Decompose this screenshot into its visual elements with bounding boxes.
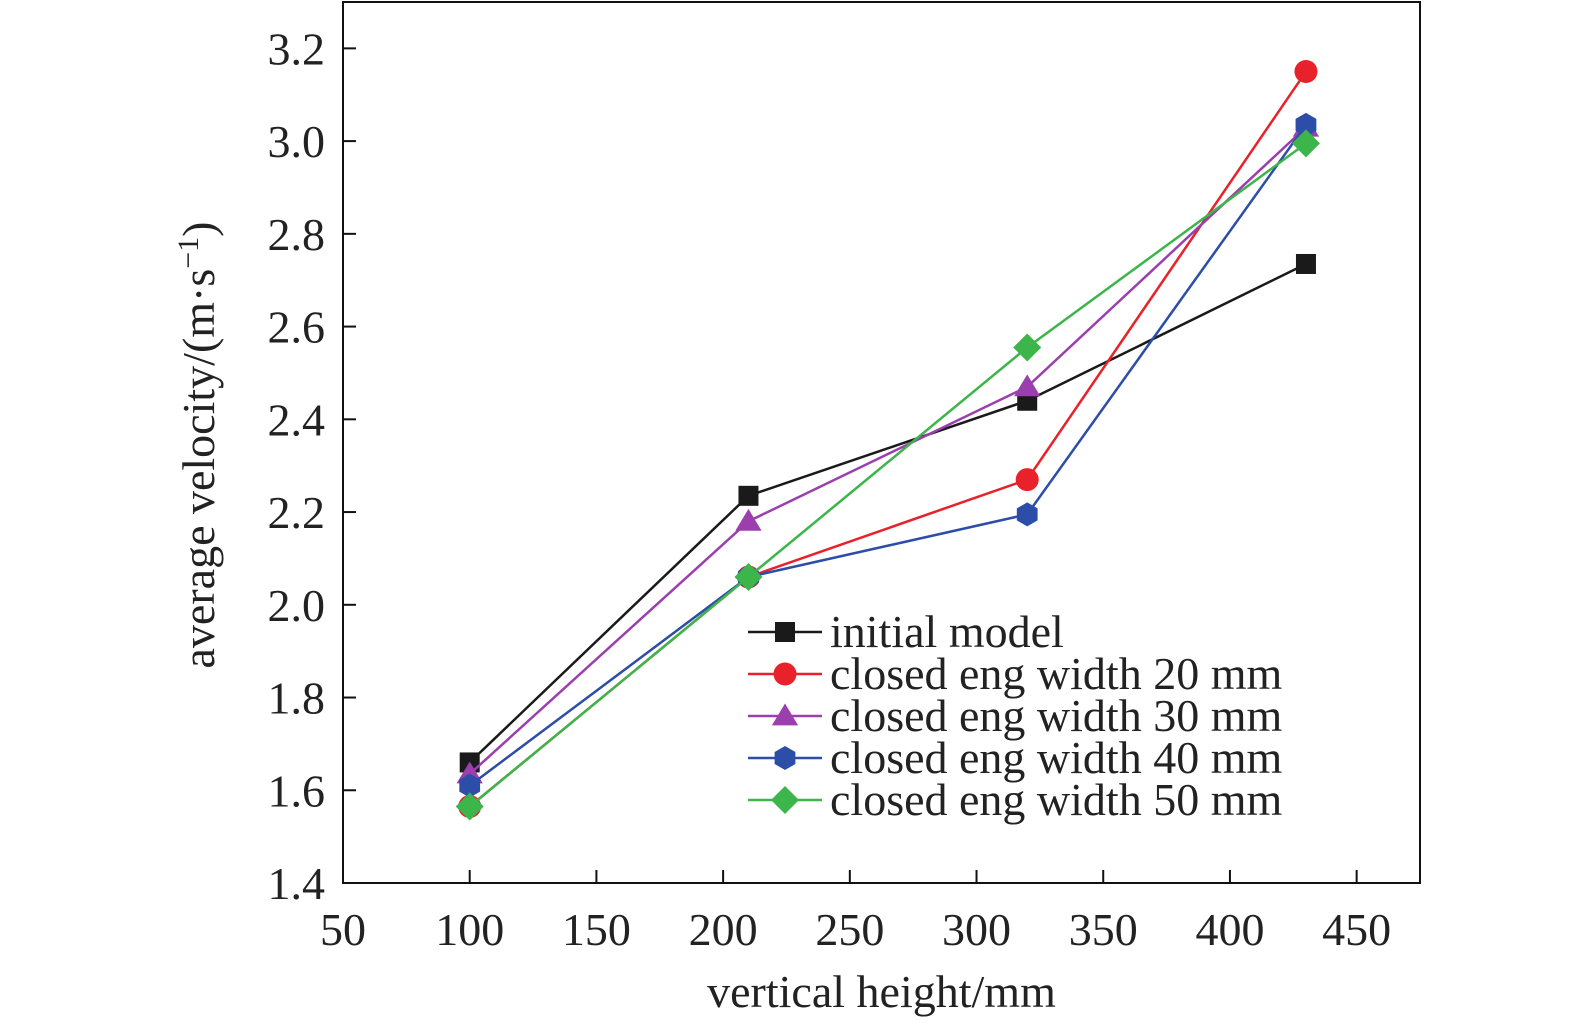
x-axis-title: vertical height/mm (707, 966, 1056, 1017)
legend-item: closed eng width 40 mm (748, 732, 1282, 783)
plot-area (342, 1, 1421, 884)
marker-diamond (734, 562, 763, 591)
x-tick-label: 200 (689, 904, 758, 955)
series-line (468, 126, 1307, 775)
x-tick-label: 400 (1195, 904, 1264, 955)
legend-label: closed eng width 40 mm (830, 732, 1282, 783)
marker-diamond (455, 792, 484, 821)
marker-hexagon (1295, 112, 1317, 137)
marker-diamond (1291, 129, 1320, 158)
series-line (468, 262, 1307, 764)
marker-hexagon (774, 746, 796, 770)
marker-square (1295, 253, 1316, 274)
legend-item: closed eng width 30 mm (748, 690, 1282, 741)
legend-item: initial model (748, 606, 1064, 657)
marker-triangle (771, 703, 799, 726)
x-tick-label: 300 (942, 904, 1011, 955)
x-tick-label: 150 (562, 904, 631, 955)
y-axis-title: average velocity/(m·s−1) (172, 221, 224, 668)
marker-triangle (1014, 374, 1041, 397)
y-tick-label: 1.4 (268, 858, 326, 909)
y-tick-label: 3.0 (268, 116, 326, 167)
x-tick-label: 100 (435, 904, 504, 955)
legend-label: initial model (830, 606, 1064, 657)
legend-label: closed eng width 20 mm (830, 648, 1282, 699)
y-axis: 1.4 1.6 1.8 2.0 2.2 2.4 2.6 2.8 3.0 3.2 (268, 23, 356, 909)
y-tick-label: 2.6 (268, 302, 326, 353)
marker-circle (1015, 468, 1039, 492)
y-axis-title-superscript: −1 (172, 237, 205, 269)
legend-label: closed eng width 30 mm (830, 690, 1282, 741)
y-axis-title-close: ) (173, 221, 224, 236)
marker-circle (1294, 60, 1318, 84)
plot-frame (342, 1, 1421, 884)
series-initial-model (459, 253, 1316, 773)
marker-square (775, 622, 795, 642)
y-tick-label: 1.8 (268, 673, 326, 724)
y-tick-label: 3.2 (268, 23, 326, 74)
legend-item: closed eng width 50 mm (748, 774, 1282, 825)
legend-label: closed eng width 50 mm (830, 774, 1282, 825)
y-tick-label: 1.6 (268, 765, 326, 816)
marker-hexagon (1016, 502, 1038, 527)
x-tick-label: 50 (320, 904, 366, 955)
y-tick-label: 2.8 (268, 209, 326, 260)
marker-diamond (771, 786, 799, 814)
marker-circle (773, 662, 797, 686)
series-closed-eng-width-50-mm (455, 129, 1320, 821)
x-tick-label: 250 (815, 904, 884, 955)
marker-square (738, 485, 759, 506)
series-line (468, 142, 1307, 808)
x-tick-label: 350 (1069, 904, 1138, 955)
legend-item: closed eng width 20 mm (748, 648, 1282, 699)
series-line (468, 124, 1307, 787)
y-tick-label: 2.0 (268, 580, 326, 631)
x-tick-label: 450 (1322, 904, 1391, 955)
marker-hexagon (459, 773, 481, 798)
y-tick-label: 2.4 (268, 394, 326, 445)
y-tick-label: 2.2 (268, 487, 326, 538)
marker-triangle (735, 508, 762, 531)
marker-diamond (1013, 333, 1042, 362)
series-layer (455, 60, 1320, 821)
y-axis-title-main: average velocity/(m·s (173, 269, 224, 669)
x-axis: 50 100 150 200 250 300 350 400 450 (320, 870, 1391, 955)
